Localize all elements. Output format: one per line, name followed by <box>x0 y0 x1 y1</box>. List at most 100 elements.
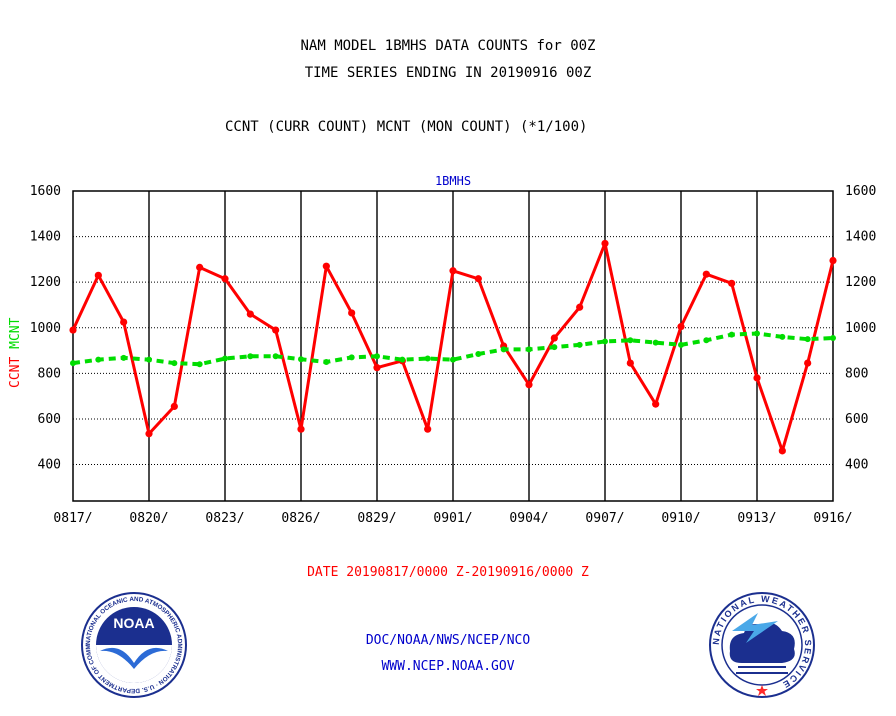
mcnt-point <box>120 354 127 361</box>
y-axis-label-mcnt: MCNT <box>8 317 23 348</box>
ccnt-point <box>753 374 761 382</box>
ccnt-point <box>449 267 457 275</box>
y-axis-label-ccnt: CCNT <box>8 349 23 388</box>
ccnt-point <box>728 279 736 287</box>
mcnt-point <box>171 360 178 367</box>
ccnt-point <box>69 326 77 334</box>
mcnt-point <box>424 355 431 362</box>
chart-title-line1: NAM MODEL 1BMHS DATA COUNTS for 00Z <box>300 38 596 54</box>
date-range-label: DATE 20190817/0000 Z-20190916/0000 Z <box>307 565 589 580</box>
ccnt-point <box>322 262 330 270</box>
ccnt-point <box>196 263 204 271</box>
ccnt-point <box>778 447 786 455</box>
noaa-logo-icon: NOAA NATIONAL OCEANIC AND ATMOSPHERIC AD… <box>80 591 187 698</box>
mcnt-point <box>728 331 735 338</box>
ccnt-point <box>702 270 710 278</box>
ccnt-point <box>297 425 305 433</box>
ccnt-point <box>550 334 558 342</box>
ccnt-point <box>348 309 356 317</box>
mcnt-point <box>70 360 76 367</box>
y-tick-label-right: 1200 <box>845 275 876 290</box>
x-tick-label: 0901/ <box>433 511 472 526</box>
mcnt-point <box>754 330 760 337</box>
mcnt-point <box>450 356 456 363</box>
mcnt-point <box>551 344 558 351</box>
x-tick-label: 0913/ <box>737 511 776 526</box>
ccnt-point <box>246 310 254 318</box>
y-tick-label-left: 1000 <box>30 321 61 336</box>
y-tick-label-right: 1600 <box>845 184 876 199</box>
ccnt-point <box>373 364 381 372</box>
mcnt-point <box>196 361 203 368</box>
mcnt-point <box>678 341 684 348</box>
ccnt-point <box>525 381 533 389</box>
plot-title: 1BMHS <box>435 174 471 188</box>
mcnt-point <box>222 355 228 362</box>
ccnt-point <box>272 326 280 334</box>
y-tick-label-right: 400 <box>845 458 868 473</box>
mcnt-point <box>576 341 583 348</box>
y-tick-label-left: 1200 <box>30 275 61 290</box>
nws-logo-icon: NATIONAL WEATHER SERVICE <box>709 592 815 698</box>
y-tick-label-right: 1000 <box>845 321 876 336</box>
ccnt-point <box>576 303 584 311</box>
mcnt-point <box>348 354 355 361</box>
website-link[interactable]: WWW.NCEP.NOAA.GOV <box>381 659 515 674</box>
ccnt-point <box>829 256 837 265</box>
x-tick-label: 0820/ <box>129 511 168 526</box>
ccnt-point <box>601 239 609 248</box>
x-tick-label: 0910/ <box>661 511 700 526</box>
mcnt-point <box>526 346 532 353</box>
mcnt-point <box>830 335 836 342</box>
x-tick-label: 0904/ <box>509 511 548 526</box>
mcnt-point <box>247 353 254 360</box>
y-tick-label-left: 1600 <box>30 184 61 199</box>
ccnt-point <box>652 400 660 408</box>
mcnt-point <box>703 337 710 344</box>
x-tick-label: 0829/ <box>357 511 396 526</box>
axes <box>72 190 834 502</box>
mcnt-point <box>272 353 279 360</box>
ccnt-point <box>170 402 178 411</box>
ccnt-point <box>145 430 153 438</box>
mcnt-point <box>475 350 482 357</box>
ccnt-point <box>94 271 102 279</box>
ccnt-point <box>120 318 128 326</box>
y-axis-label: CCNT MCNT <box>8 317 23 388</box>
mcnt-point <box>298 356 304 363</box>
chart-title-line2: TIME SERIES ENDING IN 20190916 00Z <box>304 65 592 81</box>
ccnt-point <box>677 323 685 331</box>
grid-lines <box>73 190 833 501</box>
mcnt-point <box>627 337 634 344</box>
mcnt-point <box>779 333 786 340</box>
mcnt-point <box>500 346 507 353</box>
tick-labels: 400 400 600 600 800 800 1000 1000 1200 1200 1400 14… <box>8 174 876 526</box>
ccnt-point <box>804 359 812 367</box>
x-tick-label: 0907/ <box>585 511 624 526</box>
y-tick-label-right: 800 <box>845 366 868 381</box>
x-tick-label: 0817/ <box>53 511 92 526</box>
y-tick-label-left: 1400 <box>30 230 61 245</box>
y-tick-label-right: 1400 <box>845 230 876 245</box>
y-tick-label-left: 400 <box>38 458 61 473</box>
mcnt-point <box>602 338 608 345</box>
ccnt-point <box>221 275 229 283</box>
x-tick-label: 0916/ <box>813 511 852 526</box>
ccnt-point <box>424 425 432 433</box>
y-tick-label-right: 600 <box>845 412 868 427</box>
mcnt-point <box>146 356 152 363</box>
y-tick-label-left: 800 <box>38 366 61 381</box>
org-line: DOC/NOAA/NWS/NCEP/NCO <box>365 633 531 648</box>
y-tick-label-left: 600 <box>38 412 61 427</box>
series <box>69 239 837 455</box>
x-tick-label: 0826/ <box>281 511 320 526</box>
mcnt-point <box>652 339 659 346</box>
mcnt-point <box>399 356 406 363</box>
mcnt-point <box>804 336 811 343</box>
plot-frame <box>72 190 834 502</box>
series-description: CCNT (CURR COUNT) MCNT (MON COUNT) (*1/1… <box>225 119 588 135</box>
ccnt-point <box>626 359 634 367</box>
noaa-logo-text: NOAA <box>113 615 154 631</box>
